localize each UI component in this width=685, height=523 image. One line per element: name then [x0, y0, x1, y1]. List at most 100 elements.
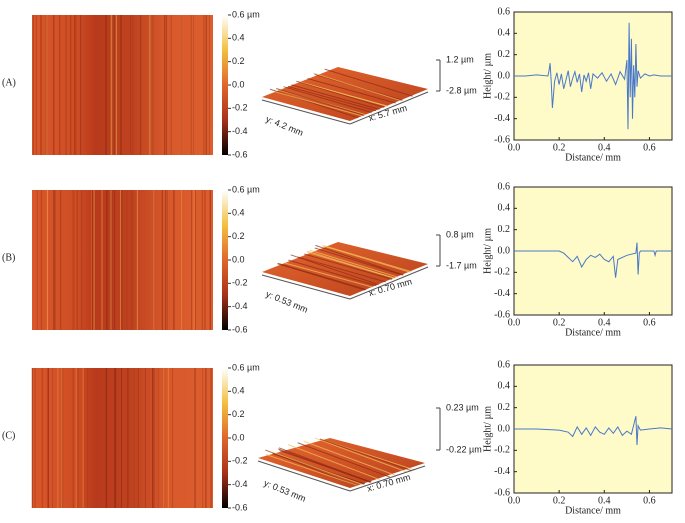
y-tick-label: 0.4	[498, 203, 511, 214]
surface-ridge	[319, 438, 413, 472]
y-tick-label: 0.6	[498, 6, 511, 17]
y-tick-label: 0.6	[498, 181, 511, 192]
y-tick-label: 0.0	[498, 70, 511, 81]
profile-line	[514, 22, 672, 130]
surface-ridge	[287, 444, 381, 481]
colorbar-label: 0.0	[232, 79, 245, 89]
x-tick-label: 0.6	[643, 317, 656, 328]
x-tick-label: 0.0	[508, 317, 521, 328]
colorbar-label: -0.2	[232, 103, 248, 113]
profile-line	[514, 416, 673, 446]
y-tick-label: 0.2	[498, 49, 511, 60]
surface-ridge	[321, 245, 411, 273]
surface-3d	[262, 242, 428, 296]
surface-ridge	[315, 437, 408, 473]
y-tick-label: -0.2	[494, 92, 510, 103]
surface-ridge	[278, 448, 371, 483]
y-tick-label: 0.2	[498, 402, 511, 413]
colorbar-label: 0.0	[232, 254, 245, 264]
surface-bottom-label: -2.8 µm	[446, 85, 477, 95]
colorbar-label: -0.6	[232, 324, 248, 334]
y-tick-label: 0.6	[498, 359, 511, 370]
x-axis-label: Distance/ mm	[565, 327, 621, 338]
surface-edge	[349, 465, 426, 492]
surface-ridge	[290, 254, 379, 286]
surface-edge	[261, 274, 351, 300]
surface-ridge	[274, 91, 363, 117]
y-axis-label: Height/ µm	[482, 53, 493, 99]
y-tick-label: -0.6	[494, 487, 510, 498]
colorbar-label: -0.2	[232, 456, 248, 466]
surface-3d	[258, 438, 425, 488]
panel-label: (A)	[2, 77, 16, 88]
surface-ridge	[303, 440, 396, 476]
x-tick-label: 0.2	[553, 495, 566, 506]
surface-ridge	[278, 447, 372, 483]
colorbar-label: 0.2	[232, 409, 245, 419]
colorbar-label: -0.4	[232, 479, 248, 489]
surface-ridge	[270, 451, 363, 485]
surface-ridge	[323, 245, 412, 273]
surface-edge	[349, 266, 429, 300]
colorbar-label: 0.4	[232, 208, 245, 218]
surface-top-label: 0.23 µm	[446, 402, 479, 412]
surface-ridge	[291, 84, 380, 110]
surface-ridge	[306, 250, 396, 279]
profile-line	[514, 242, 672, 278]
y-tick-label: -0.6	[494, 134, 510, 145]
colorbar-label: 0.6 µm	[232, 9, 260, 19]
colorbar-label: 0.4	[232, 33, 245, 43]
y-tick-label: 0.2	[498, 224, 511, 235]
y-axis-label: Height/ µm	[482, 406, 493, 452]
colorbar	[222, 368, 228, 508]
surface-ridge	[304, 253, 393, 280]
surface-ridge	[309, 249, 398, 278]
colorbar-label: -0.4	[232, 126, 248, 136]
colorbar-label: 0.2	[232, 56, 245, 66]
surface-ridge	[283, 86, 372, 113]
y-tick-label: -0.4	[494, 288, 510, 299]
surface-bottom-label: -1.7 µm	[446, 260, 477, 270]
surface-top-label: 0.8 µm	[446, 229, 474, 239]
colorbar-label: 0.2	[232, 231, 245, 241]
surface-ridge	[276, 88, 365, 116]
surface-ridge	[324, 68, 413, 97]
x-tick-label: 0.2	[553, 142, 566, 153]
height-map	[32, 190, 213, 330]
height-map	[32, 15, 213, 155]
colorbar	[222, 190, 228, 330]
y-tick-label: 0.4	[498, 381, 511, 392]
y-tick-label: -0.2	[494, 267, 510, 278]
x-tick-label: 0.4	[598, 142, 611, 153]
surface-ridge	[288, 259, 377, 287]
y-axis-label: Height/ µm	[482, 228, 493, 274]
surface-ridge	[307, 78, 396, 104]
x-tick-label: 0.2	[553, 317, 566, 328]
x-tick-label: 0.6	[643, 142, 656, 153]
panel-label: (C)	[2, 430, 15, 441]
surface-ridge	[287, 86, 377, 112]
surface-ridge	[315, 244, 404, 276]
surface-ridge	[297, 442, 390, 478]
surface-edge	[257, 460, 351, 492]
surface-ridge	[297, 256, 386, 283]
surface-ridge	[266, 454, 359, 487]
surface-edge	[349, 91, 429, 125]
surface-ridge	[278, 262, 367, 291]
colorbar-label: -0.4	[232, 301, 248, 311]
y-tick-label: -0.2	[494, 445, 510, 456]
colorbar-label: 0.0	[232, 432, 245, 442]
surface-y-label: y: 4.2 mm	[264, 114, 304, 138]
panel-label: (B)	[2, 252, 15, 263]
surface-ridge	[313, 72, 402, 102]
y-tick-label: 0.4	[498, 28, 511, 39]
surface-y-label: y: 0.53 mm	[264, 289, 309, 315]
height-map	[32, 368, 213, 508]
surface-top-label: 1.2 µm	[446, 54, 474, 64]
surface-y-label: y: 0.53 mm	[262, 478, 307, 504]
x-tick-label: 0.6	[643, 495, 656, 506]
surface-bottom-label: -0.22 µm	[446, 444, 482, 454]
y-tick-label: -0.4	[494, 466, 510, 477]
y-tick-label: 0.0	[498, 423, 511, 434]
